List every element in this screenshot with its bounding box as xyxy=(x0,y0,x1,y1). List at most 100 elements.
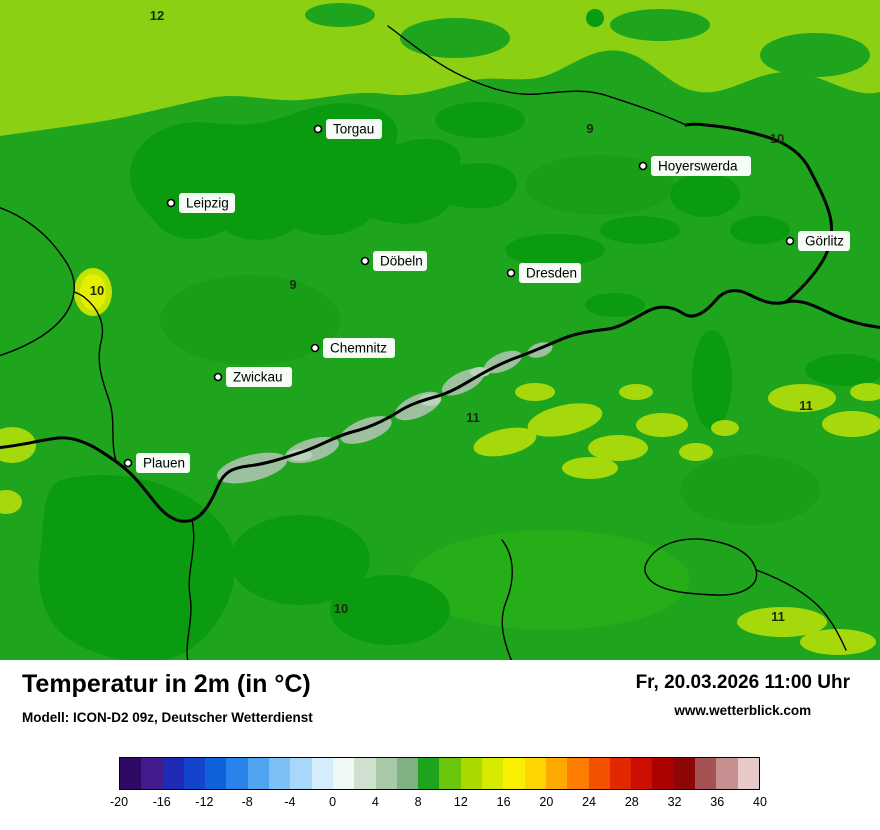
tick-label: 40 xyxy=(753,795,767,809)
city-marker-chemnitz: Chemnitz xyxy=(310,338,395,358)
tick-label: 0 xyxy=(329,795,337,809)
legend-segment xyxy=(567,758,589,789)
map-texture-patch xyxy=(160,275,340,365)
tick-label: -20 xyxy=(109,795,129,809)
city-label: Torgau xyxy=(333,122,374,137)
legend-segment xyxy=(311,758,333,789)
city-dot xyxy=(123,458,133,468)
border-southwest-inner xyxy=(186,519,195,663)
legend-segment xyxy=(609,758,632,789)
legend-segment xyxy=(162,758,184,789)
legend-segment xyxy=(695,758,717,789)
city-marker-leipzig: Leipzig xyxy=(166,193,235,213)
temp-label: 12 xyxy=(150,8,164,23)
legend-segment xyxy=(226,758,248,789)
legend-segment xyxy=(652,758,674,789)
legend-segment xyxy=(631,758,653,789)
legend-segment xyxy=(183,758,206,789)
temp-label: 11 xyxy=(466,410,480,425)
city-label-bg xyxy=(519,263,581,283)
temperature-map: 12 9 10 9 10 11 11 10 11 Torgau Hoyerswe… xyxy=(0,0,880,663)
website-label: www.wetterblick.com xyxy=(674,703,812,718)
tick-label: 8 xyxy=(414,795,422,809)
border-west-inner xyxy=(73,291,117,462)
tick-label: 16 xyxy=(496,795,511,809)
cool-patch xyxy=(230,515,370,605)
legend-segment xyxy=(141,758,163,789)
tick-label: 36 xyxy=(710,795,725,809)
state-border-south xyxy=(0,289,880,523)
temp-label: 9 xyxy=(289,277,296,292)
legend-segment xyxy=(524,758,546,789)
cool-patch xyxy=(805,354,880,386)
temp-label: 9 xyxy=(586,121,593,136)
district-enclave-southeast xyxy=(644,538,758,596)
city-marker-dresden: Dresden xyxy=(506,263,581,283)
tick-label: 28 xyxy=(624,795,639,809)
model-info: Modell: ICON-D2 09z, Deutscher Wetterdie… xyxy=(22,710,313,725)
city-label: Plauen xyxy=(143,456,185,471)
legend-segment xyxy=(269,758,291,789)
band-spot xyxy=(586,9,604,27)
cool-patch xyxy=(670,173,740,217)
caption-area: Temperatur in 2m (in °C) Modell: ICON-D2… xyxy=(0,660,880,830)
city-label-bg xyxy=(373,251,427,271)
map-texture-patch xyxy=(680,455,820,525)
city-label-bg xyxy=(798,231,850,251)
legend-segment xyxy=(396,758,419,789)
legend-segment xyxy=(482,758,504,789)
legend-segment xyxy=(332,758,355,789)
tick-label: -16 xyxy=(152,795,171,809)
cool-patch xyxy=(692,330,732,430)
city-label: Görlitz xyxy=(805,234,844,249)
legend-segment xyxy=(375,758,397,789)
cool-patch xyxy=(730,216,790,244)
city-label: Dresden xyxy=(526,266,577,281)
legend-segment xyxy=(716,758,738,789)
legend-segment xyxy=(120,758,142,789)
city-dot xyxy=(213,372,223,382)
legend-segment xyxy=(439,758,461,789)
band-hole xyxy=(305,3,375,27)
city-label: Hoyerswerda xyxy=(658,159,738,174)
border-southeast-tail xyxy=(755,569,847,651)
yellow-spot xyxy=(80,274,106,310)
legend-segment xyxy=(503,758,525,789)
band-hole xyxy=(760,33,870,77)
tick-label: -12 xyxy=(195,795,214,809)
cool-patch xyxy=(600,216,680,244)
city-dot xyxy=(166,198,176,208)
tick-label: 32 xyxy=(667,795,682,809)
band-hole xyxy=(610,9,710,41)
city-marker-plauen: Plauen xyxy=(123,453,190,473)
legend-segment xyxy=(545,758,568,789)
city-dot xyxy=(785,236,795,246)
tick-label: 4 xyxy=(371,795,379,809)
tick-label: 24 xyxy=(582,795,597,809)
map-texture-patch xyxy=(410,530,690,630)
colorbar-tick-labels: -20 -16 -12 -8 -4 0 4 8 12 16 20 24 28 3… xyxy=(110,795,767,811)
city-marker-hoyerswerda: Hoyerswerda xyxy=(638,156,751,176)
city-marker-goerlitz: Görlitz xyxy=(785,231,850,251)
city-label-bg xyxy=(326,119,382,139)
city-label-bg xyxy=(136,453,190,473)
caption-right-column: Fr, 20.03.2026 11:00 Uhr www.wetterblick… xyxy=(636,672,850,718)
forecast-datetime: Fr, 20.03.2026 11:00 Uhr xyxy=(635,672,850,693)
tick-label: -8 xyxy=(241,795,253,809)
legend-segment xyxy=(588,758,610,789)
city-dot xyxy=(360,256,370,266)
map-area: 12 9 10 9 10 11 11 10 11 Torgau Hoyerswe… xyxy=(0,0,880,663)
tick-label: 12 xyxy=(453,795,468,809)
page-title: Temperatur in 2m (in °C) xyxy=(22,670,311,698)
legend-segment xyxy=(205,758,227,789)
temp-label: 11 xyxy=(799,398,813,413)
state-border-north xyxy=(387,25,687,126)
border-south-central xyxy=(501,539,513,663)
temp-label: 11 xyxy=(771,609,785,624)
tick-label: 20 xyxy=(539,795,554,809)
temperature-colorbar xyxy=(119,757,760,790)
city-label-bg xyxy=(179,193,235,213)
city-marker-zwickau: Zwickau xyxy=(213,367,292,387)
city-dot xyxy=(638,161,648,171)
